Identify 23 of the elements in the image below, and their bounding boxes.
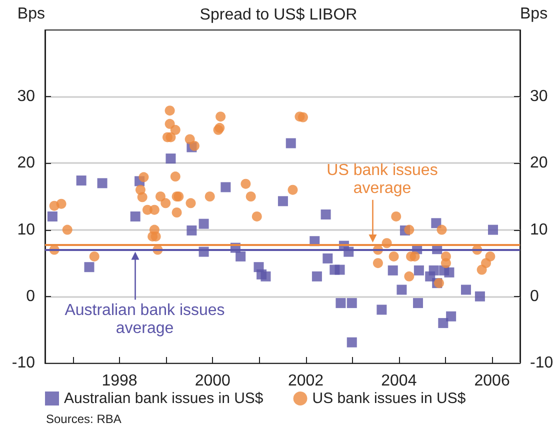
- x-tick-label: 2002: [288, 372, 324, 390]
- y2-tick-label: 10: [530, 221, 548, 238]
- ref-line-label: US bank issues average: [326, 162, 439, 198]
- y-axis-title: Bps: [17, 6, 45, 22]
- x-tick-label: 2004: [381, 372, 417, 390]
- chart-title: Spread to US$ LIBOR: [200, 6, 358, 24]
- y2-axis-title: Bps: [520, 6, 548, 22]
- y-tick-label: 0: [26, 288, 36, 305]
- x-tick-label: 2006: [474, 372, 510, 390]
- y-tick-label: 20: [17, 154, 36, 172]
- y2-tick-label: 0: [530, 288, 539, 305]
- x-tick-label: 2000: [194, 372, 231, 390]
- legend-label: Australian bank issues in US$: [64, 390, 264, 407]
- y-tick-label: 10: [17, 221, 36, 238]
- y-tick-label: -10: [12, 354, 36, 372]
- source-note: Sources: RBA: [46, 412, 122, 426]
- y2-tick-label: 30: [530, 88, 548, 106]
- y-tick-label: 30: [17, 88, 36, 106]
- x-tick-label: 1998: [102, 372, 138, 390]
- y2-tick-label: -10: [530, 354, 554, 372]
- legend-label: US bank issues in US$: [312, 390, 466, 407]
- ref-line-label: Australian bank issues average: [64, 302, 226, 338]
- y2-tick-label: 20: [530, 154, 548, 172]
